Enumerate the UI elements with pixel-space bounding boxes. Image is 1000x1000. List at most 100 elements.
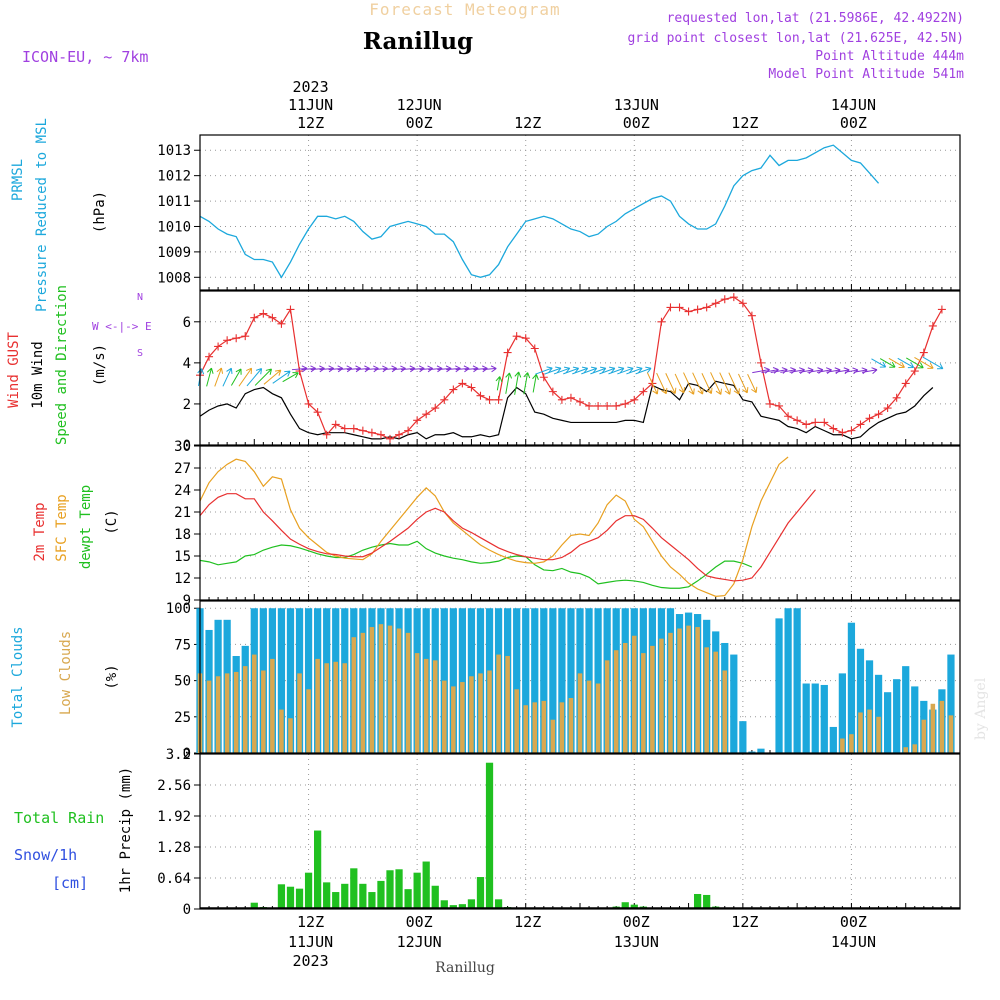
top-hour-label: 00Z bbox=[406, 114, 433, 132]
bottom-hour-label: 00Z bbox=[840, 913, 867, 931]
gust-marker bbox=[612, 401, 621, 410]
precip-unit-label: 1hr Precip (mm) bbox=[118, 767, 134, 893]
y-tick-label: 1.92 bbox=[157, 809, 191, 825]
low-cloud-bar bbox=[586, 680, 592, 753]
gust-marker bbox=[603, 401, 612, 410]
clouds-unit-label: (%) bbox=[104, 664, 120, 689]
y-tick-label: 21 bbox=[174, 505, 191, 521]
wind-direction-arrow bbox=[906, 357, 924, 369]
top-hour-label: 12Z bbox=[514, 114, 541, 132]
low-cloud-bar bbox=[351, 637, 357, 753]
total-cloud-bar bbox=[449, 608, 457, 753]
total-cloud-bar bbox=[567, 608, 575, 753]
low-cloud-bar bbox=[414, 653, 420, 753]
wind-direction-arrow bbox=[495, 376, 503, 391]
total-cloud-bar bbox=[893, 679, 901, 753]
top-date-label: 12JUN bbox=[397, 96, 442, 114]
top-hour-label: 12Z bbox=[297, 114, 324, 132]
temp-2m-label: 2m Temp bbox=[32, 502, 48, 561]
precip-bar bbox=[449, 905, 457, 909]
low-cloud-bar bbox=[478, 673, 483, 753]
gust-marker bbox=[277, 319, 286, 328]
y-tick-label: 15 bbox=[174, 549, 191, 565]
wind-direction-arrow bbox=[683, 372, 695, 395]
low-cloud-bar bbox=[333, 661, 338, 753]
gust-marker bbox=[485, 395, 494, 404]
low-cloud-bar bbox=[270, 658, 275, 753]
y-tick-label: 1013 bbox=[157, 143, 191, 159]
precip-bar bbox=[467, 899, 476, 909]
gust-marker bbox=[865, 414, 874, 423]
gust-marker bbox=[223, 336, 232, 345]
y-tick-label: 3.2 bbox=[166, 747, 191, 763]
wind-direction-arrow bbox=[617, 366, 634, 375]
low-cloud-bar bbox=[948, 715, 954, 753]
low-cloud-bar bbox=[514, 689, 519, 753]
wind-direction-arrow bbox=[710, 372, 722, 395]
low-cloud-bar bbox=[541, 700, 547, 753]
bottom-hour-label: 00Z bbox=[623, 913, 650, 931]
gust-marker bbox=[702, 303, 711, 312]
wind-direction-arrow bbox=[544, 366, 562, 375]
low-cloud-bar bbox=[324, 663, 329, 753]
total-cloud-bar bbox=[911, 686, 919, 753]
snow-unit-label: [cm] bbox=[52, 874, 88, 892]
gust-marker bbox=[548, 387, 557, 396]
wind-direction-arrow bbox=[626, 366, 643, 375]
bottom-hour-label: 12Z bbox=[731, 913, 758, 931]
y-tick-label: 1009 bbox=[157, 245, 191, 261]
gust-marker bbox=[250, 313, 259, 322]
wind-direction-arrow bbox=[254, 368, 273, 386]
precip-bar bbox=[277, 884, 286, 909]
wind-direction-arrow bbox=[246, 368, 263, 387]
gust-marker bbox=[358, 426, 367, 435]
low-cloud-bar bbox=[261, 670, 266, 753]
low-cloud-bar bbox=[867, 709, 872, 753]
gust-marker bbox=[322, 430, 331, 439]
gust-marker bbox=[802, 420, 811, 429]
total-cloud-bar bbox=[531, 608, 539, 753]
precip-bar bbox=[422, 861, 430, 909]
temperature-panel: 9 12 15 18 21 24 27 30 2m Temp SFC Temp dewpt Temp… bbox=[32, 439, 961, 609]
total-cloud-bar bbox=[540, 608, 548, 753]
precip-bar bbox=[359, 883, 367, 909]
total-cloud-bar bbox=[856, 648, 865, 753]
precip-bar bbox=[440, 900, 448, 909]
low-clouds-label: Low Clouds bbox=[58, 631, 74, 715]
total-cloud-bar bbox=[811, 683, 819, 753]
total-cloud-bar bbox=[884, 692, 892, 753]
gust-marker bbox=[295, 367, 304, 376]
wind-direction-arrow bbox=[222, 367, 233, 387]
wind-direction-arrow bbox=[572, 366, 589, 375]
total-cloud-bar bbox=[730, 654, 738, 753]
precip-bar bbox=[250, 902, 258, 909]
precip-bar bbox=[458, 904, 466, 909]
precip-bar bbox=[377, 880, 385, 909]
gust-marker bbox=[386, 434, 394, 443]
wind-direction-arrow bbox=[728, 372, 740, 395]
precip-bar bbox=[386, 870, 394, 909]
gust-marker bbox=[675, 303, 684, 312]
y-tick-label: 75 bbox=[174, 637, 191, 653]
gust-marker bbox=[331, 420, 340, 429]
model-label: ICON-EU, ~ 7km bbox=[22, 48, 148, 66]
low-cloud-bar bbox=[930, 703, 936, 753]
grid-lines bbox=[200, 135, 960, 290]
gust-marker bbox=[847, 426, 856, 435]
low-cloud-bar bbox=[668, 632, 673, 753]
pressure-line bbox=[199, 144, 880, 279]
gust-marker bbox=[874, 410, 883, 419]
low-cloud-bar bbox=[487, 670, 492, 753]
precip-bar bbox=[694, 893, 702, 909]
total-cloud-bar bbox=[304, 608, 313, 753]
low-cloud-bar bbox=[939, 700, 945, 753]
wind-direction-arrow bbox=[514, 371, 522, 395]
precip-bar bbox=[431, 885, 439, 909]
precip-bar bbox=[703, 894, 711, 909]
total-rain-label: Total Rain bbox=[14, 809, 104, 827]
precip-bar bbox=[404, 889, 412, 909]
low-cloud-bar bbox=[858, 712, 863, 753]
requested-coords: requested lon,lat (21.5986E, 42.4922N) bbox=[667, 11, 964, 26]
total-cloud-bar bbox=[829, 726, 837, 753]
gust-marker bbox=[205, 352, 214, 361]
